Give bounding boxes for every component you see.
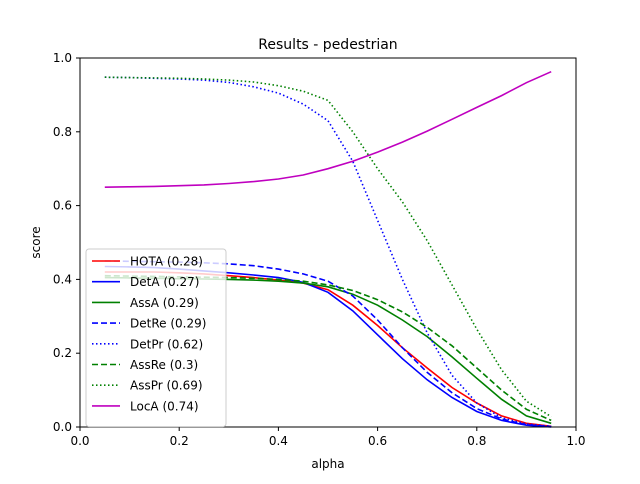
legend-label-6: AssPr (0.69) [130, 379, 203, 393]
y-axis-label: score [29, 226, 43, 258]
chart-title: Results - pedestrian [258, 37, 397, 53]
y-tick-label: 0.2 [53, 346, 72, 360]
y-tick-label: 0.6 [53, 199, 72, 213]
legend-label-1: DetA (0.27) [130, 275, 199, 289]
y-tick-label: 1.0 [53, 51, 72, 65]
legend-label-0: HOTA (0.28) [130, 255, 203, 269]
legend-label-4: DetPr (0.62) [130, 337, 203, 351]
x-tick-label: 1.0 [566, 434, 585, 448]
x-tick-label: 0.0 [70, 434, 89, 448]
y-axis: 0.0 0.2 0.4 0.6 0.8 1.0 [53, 51, 80, 434]
x-axis-label: alpha [311, 457, 344, 471]
y-tick-label: 0.8 [53, 125, 72, 139]
series-line-7 [104, 70, 552, 188]
x-tick-label: 0.2 [170, 434, 189, 448]
x-tick-label: 0.4 [269, 434, 288, 448]
y-tick-label: 0.4 [53, 272, 72, 286]
legend-label-3: DetRe (0.29) [130, 317, 206, 331]
legend-label-2: AssA (0.29) [130, 296, 199, 310]
legend-label-7: LocA (0.74) [130, 399, 199, 413]
axes-frame [79, 57, 577, 428]
legend-label-5: AssRe (0.3) [130, 358, 198, 372]
x-tick-label: 0.8 [467, 434, 486, 448]
series-line-4 [104, 76, 552, 428]
legend-box [85, 248, 227, 428]
legend: HOTA (0.28) DetA (0.27) AssA (0.29) DetRe (… [85, 248, 227, 428]
x-tick-label: 0.6 [368, 434, 387, 448]
x-axis: 0.0 0.2 0.4 0.6 0.8 1.0 [70, 427, 586, 448]
y-tick-label: 0.0 [53, 420, 72, 434]
